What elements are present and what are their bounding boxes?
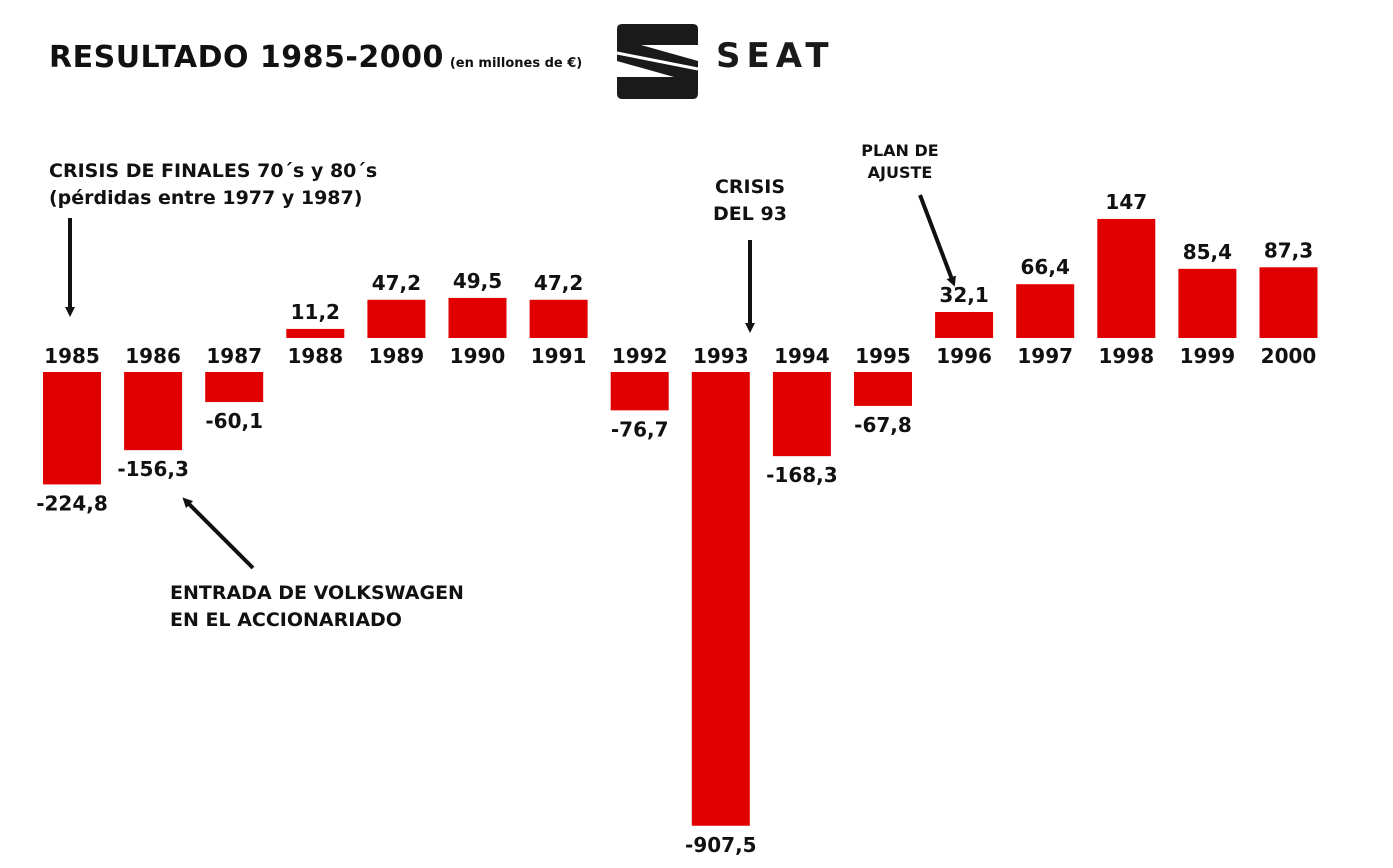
year-label-1990: 1990: [450, 344, 506, 368]
year-label-1998: 1998: [1098, 344, 1154, 368]
chart-subtitle: (en millones de €): [449, 56, 583, 71]
year-label-1996: 1996: [936, 344, 992, 368]
annotation-crisis-70-80-line2: (pérdidas entre 1977 y 1987): [49, 187, 363, 209]
seat-logo-text: SEAT: [716, 36, 835, 76]
year-label-1991: 1991: [531, 344, 587, 368]
value-label-1986: -156,3: [117, 457, 189, 481]
value-label-1991: 47,2: [534, 271, 583, 295]
value-label-1988: 11,2: [291, 300, 340, 324]
value-label-1994: -168,3: [766, 463, 838, 487]
year-label-1994: 1994: [774, 344, 830, 368]
seat-s-logo-icon: [616, 24, 699, 99]
value-label-1995: -67,8: [854, 413, 912, 437]
bar-1986: [124, 372, 183, 451]
seat-logo: [616, 24, 699, 99]
annotation-crisis-70-80-line1: CRISIS DE FINALES 70´s y 80´s: [49, 160, 378, 182]
year-label-2000: 2000: [1261, 344, 1317, 368]
annotation-plan-ajuste: PLAN DE AJUSTE: [850, 140, 950, 184]
value-label-2000: 87,3: [1264, 238, 1313, 262]
annotation-volkswagen: ENTRADA DE VOLKSWAGEN EN EL ACCIONARIADO: [170, 580, 464, 634]
annotation-crisis-93: CRISIS DEL 93: [690, 174, 810, 228]
bar-1988: [286, 328, 345, 338]
bar-1985: [43, 372, 101, 485]
value-label-1998: 147: [1105, 190, 1147, 214]
year-label-1995: 1995: [855, 344, 911, 368]
annotation-volkswagen-line1: ENTRADA DE VOLKSWAGEN: [170, 582, 464, 604]
annotation-volkswagen-line2: EN EL ACCIONARIADO: [170, 609, 402, 631]
year-label-1999: 1999: [1180, 344, 1236, 368]
arrow-volkswagen: [182, 497, 255, 570]
year-label-1988: 1988: [287, 344, 343, 368]
annotation-crisis-93-line1: CRISIS: [714, 176, 786, 198]
bar-1989: [367, 299, 426, 338]
bars-group: 1985 -224,8 1986 -156,3 1987 -60,1 1988 11,2 198…: [36, 190, 1318, 857]
bar-1998: [1097, 218, 1156, 338]
bar-2000: [1259, 267, 1318, 338]
year-label-1985: 1985: [44, 344, 100, 368]
chart-title: RESULTADO 1985-2000 (en millones de €): [49, 40, 582, 75]
year-label-1989: 1989: [369, 344, 425, 368]
bar-1999: [1178, 268, 1237, 338]
year-label-1992: 1992: [612, 344, 668, 368]
bar-1993: [691, 372, 750, 826]
year-label-1987: 1987: [206, 344, 262, 368]
annotation-plan-ajuste-line2: AJUSTE: [867, 163, 933, 182]
year-label-1997: 1997: [1017, 344, 1073, 368]
chart-title-text: RESULTADO 1985-2000: [49, 40, 444, 75]
annotation-arrows: [65, 194, 956, 570]
value-label-1992: -76,7: [611, 417, 669, 441]
year-label-1993: 1993: [693, 344, 749, 368]
value-label-1996: 32,1: [939, 283, 988, 307]
bar-1992: [610, 372, 669, 411]
value-label-1985: -224,8: [36, 491, 108, 515]
value-label-1990: 49,5: [453, 269, 502, 293]
value-label-1989: 47,2: [372, 271, 421, 295]
bar-1987: [205, 372, 264, 403]
annotation-crisis-70-80: CRISIS DE FINALES 70´s y 80´s (pérdidas …: [49, 158, 377, 212]
value-label-1997: 66,4: [1021, 255, 1070, 279]
value-label-1993: -907,5: [685, 833, 757, 857]
annotation-plan-ajuste-line1: PLAN DE: [861, 141, 939, 160]
value-label-1987: -60,1: [205, 409, 263, 433]
bar-1990: [448, 297, 507, 338]
bar-1996: [935, 311, 994, 338]
bar-1994: [772, 372, 831, 457]
bar-1997: [1016, 284, 1075, 338]
annotation-crisis-93-line2: DEL 93: [713, 203, 787, 225]
arrow-plan-ajuste: [918, 194, 956, 287]
value-label-1999: 85,4: [1183, 240, 1232, 264]
year-label-1986: 1986: [125, 344, 181, 368]
bar-1995: [854, 372, 912, 406]
bar-1991: [529, 299, 588, 338]
